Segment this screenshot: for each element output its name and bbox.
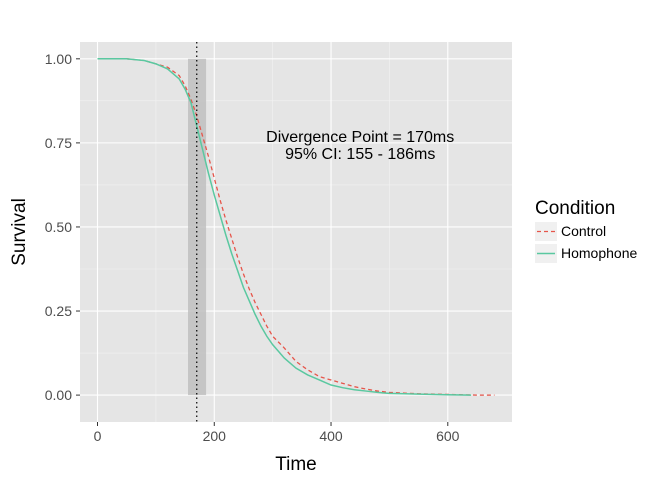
x-axis: 0 200 400 600 <box>94 422 460 444</box>
legend-label-homophone: Homophone <box>561 245 637 261</box>
major-grid <box>80 42 512 422</box>
series-line-homophone <box>97 58 472 396</box>
x-axis-title: Time <box>275 454 317 475</box>
plot-panel <box>80 42 512 422</box>
legend-item-homophone: Homophone <box>535 244 637 263</box>
series-layer <box>97 58 495 396</box>
x-tick-label: 400 <box>319 428 343 444</box>
x-tick-label: 0 <box>94 428 102 444</box>
y-tick-label: 0.75 <box>45 135 72 151</box>
x-tick-label: 600 <box>436 428 460 444</box>
y-axis-title: Survival <box>9 198 30 266</box>
y-tick-label: 0.25 <box>45 303 72 319</box>
y-axis: 0.00 0.25 0.50 0.75 1.00 <box>45 51 80 403</box>
y-tick-label: 0.50 <box>45 219 72 235</box>
y-tick-label: 0.00 <box>45 387 72 403</box>
annotation-line-2: 95% CI: 155 - 186ms <box>285 146 435 163</box>
legend-label-control: Control <box>561 223 606 239</box>
minor-grid <box>80 42 512 422</box>
legend: Condition Control Homophone <box>535 198 637 263</box>
y-tick-label: 1.00 <box>45 51 72 67</box>
x-tick-label: 200 <box>203 428 227 444</box>
series-line-control <box>97 58 495 396</box>
legend-item-control: Control <box>535 222 606 241</box>
annotation-line-1: Divergence Point = 170ms <box>266 129 454 146</box>
legend-title: Condition <box>535 198 615 219</box>
